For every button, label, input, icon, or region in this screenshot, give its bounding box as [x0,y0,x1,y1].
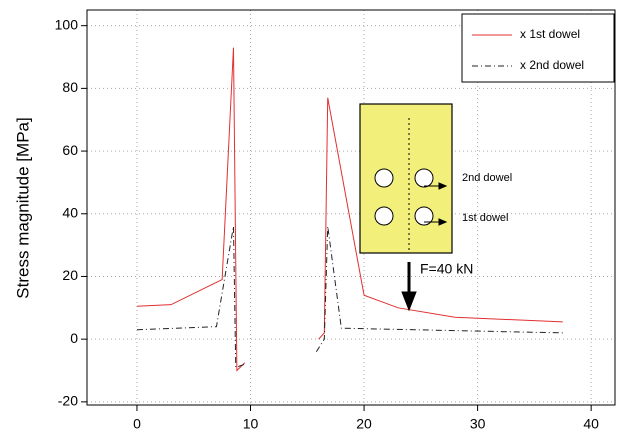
plot: 0 10 20 30 40 -20 0 20 40 60 80 100 [55,9,616,432]
y-tick-label: 60 [62,142,78,158]
legend-label: x 2nd dowel [520,58,584,72]
x-tick-label: 0 [133,416,141,432]
legend: x 1st dowel x 2nd dowel [461,13,615,83]
legend-label: x 1st dowel [520,27,580,41]
y-tick-label: 0 [70,330,78,346]
dowels [374,168,434,226]
y-tick-label: 80 [62,79,78,95]
x-tick-label: 30 [470,416,486,432]
y-tick-label: -20 [58,393,78,409]
series-line [136,226,563,369]
series-line [136,47,563,372]
x-tick-label: 20 [356,416,372,432]
annotation: F=40 kN [420,261,473,277]
inset-plate [359,103,453,254]
x-tick-label: 40 [583,416,599,432]
annotation: 1st dowel [462,212,508,224]
inset-arrows [401,182,448,312]
plot-frame [86,9,616,406]
legend-box [461,13,615,83]
y-axis-label: Stress magnitude [MPa] [13,117,32,298]
x-tick-label: 10 [243,416,259,432]
annotation: 2nd dowel [462,172,512,184]
y-tick-label: 100 [55,16,79,32]
y-tick-label: 40 [62,204,78,220]
y-tick-label: 20 [62,267,78,283]
